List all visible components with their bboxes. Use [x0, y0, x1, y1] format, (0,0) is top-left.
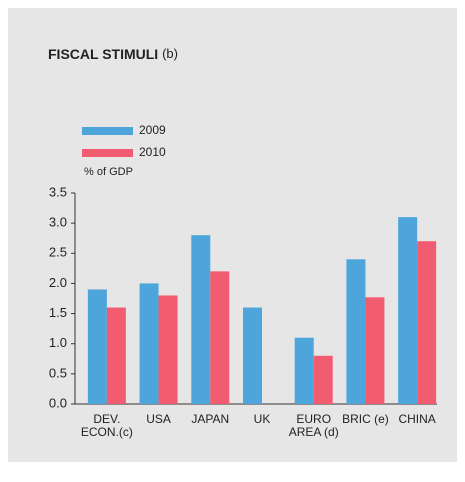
legend-label: 2010: [139, 145, 166, 159]
title-main: FISCAL STIMULI: [48, 46, 158, 62]
x-tick-label: CHINA: [398, 412, 435, 426]
y-tick-label: 3.5: [49, 184, 67, 199]
x-tick-line: AREA (d): [289, 425, 339, 439]
y-axis-label: % of GDP: [84, 166, 133, 178]
y-tick-label: 0.5: [49, 365, 67, 380]
x-tick-label: USA: [146, 412, 171, 426]
x-tick-line: CHINA: [398, 412, 435, 426]
legend-label: 2009: [139, 123, 166, 137]
x-tick-line: DEV.: [93, 412, 120, 426]
y-tick-label: 3.0: [49, 215, 67, 230]
bar: [87, 289, 107, 404]
legend-swatch: [82, 149, 133, 157]
bar: [365, 297, 385, 404]
bar: [398, 217, 418, 404]
bar: [243, 307, 262, 404]
bar: [139, 283, 159, 404]
bar: [191, 235, 211, 404]
bar: [106, 307, 126, 404]
x-tick-label: JAPAN: [191, 412, 229, 426]
chart-title: FISCAL STIMULI (b): [48, 46, 178, 62]
y-tick-label: 0.0: [49, 395, 67, 410]
y-tick-label: 2.5: [49, 245, 67, 260]
bar: [294, 337, 314, 404]
bar: [417, 241, 437, 404]
bar: [313, 355, 333, 404]
x-tick-line: UK: [254, 412, 271, 426]
title-note: (b): [162, 46, 178, 61]
x-tick-label: UK: [254, 412, 271, 426]
bar: [158, 295, 178, 404]
y-tick-label: 1.5: [49, 305, 67, 320]
x-tick-line: BRIC (e): [342, 412, 389, 426]
x-tick-label: DEV. ECON.(c): [81, 412, 133, 439]
x-tick-line: USA: [146, 412, 171, 426]
y-tick-label: 2.0: [49, 275, 67, 290]
bar: [346, 259, 366, 404]
legend-swatch: [82, 127, 133, 135]
x-tick-label: BRIC (e): [342, 412, 389, 426]
x-tick-line: JAPAN: [191, 412, 229, 426]
x-tick-label: EURO AREA (d): [289, 412, 339, 439]
x-tick-line: ECON.(c): [81, 425, 133, 439]
y-tick-label: 1.0: [49, 335, 67, 350]
bar: [210, 271, 230, 404]
x-tick-line: EURO: [296, 412, 331, 426]
